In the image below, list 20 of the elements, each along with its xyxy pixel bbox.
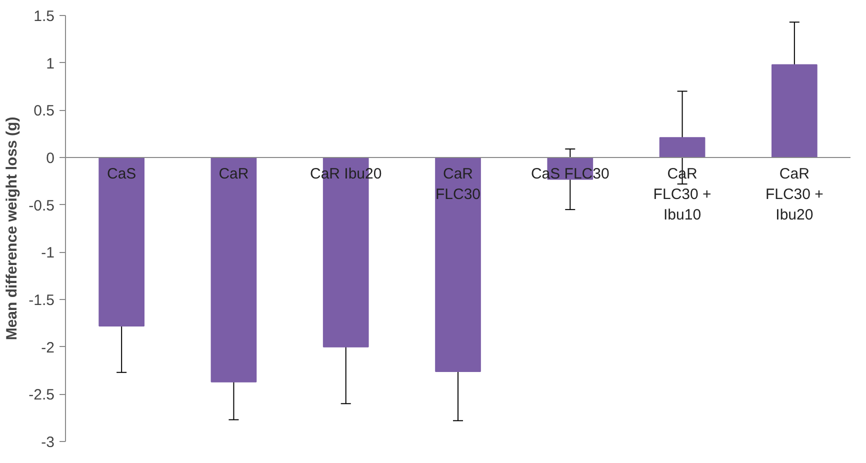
y-tick-label: 0.5 bbox=[34, 102, 55, 120]
y-tick-label: -3 bbox=[41, 434, 55, 451]
x-tick-label: CaR FLC30 + Ibu20 bbox=[765, 166, 824, 224]
bar bbox=[435, 157, 481, 372]
y-tick-label: -0.5 bbox=[28, 197, 55, 214]
y-tick-label: -2.5 bbox=[28, 386, 55, 404]
bar bbox=[98, 157, 144, 327]
y-tick-label: -1.5 bbox=[28, 292, 55, 309]
y-tick-label: -2 bbox=[41, 339, 55, 356]
bar bbox=[659, 137, 706, 158]
x-tick-label: CaR bbox=[218, 166, 249, 182]
x-tick-label: CaS bbox=[106, 166, 136, 182]
y-tick-label: -1 bbox=[41, 244, 55, 262]
y-tick-label: 0 bbox=[46, 150, 54, 167]
bar bbox=[772, 64, 818, 158]
x-tick-label: CaR FLC30 bbox=[435, 166, 481, 203]
bar bbox=[210, 157, 257, 382]
y-axis-title: Mean difference weight loss (g) bbox=[4, 116, 21, 340]
y-tick-label: 1 bbox=[46, 55, 54, 72]
y-tick-label: 1.5 bbox=[34, 8, 55, 25]
